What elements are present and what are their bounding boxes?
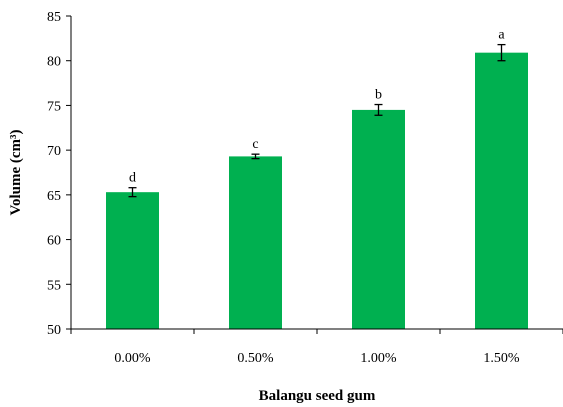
y-tick-label: 65 — [47, 189, 61, 204]
y-tick-label: 60 — [47, 234, 61, 249]
y-tick-label: 70 — [47, 144, 61, 159]
significance-letter: c — [252, 137, 258, 152]
x-tick-label: 1.50% — [483, 351, 520, 366]
y-tick-label: 75 — [47, 99, 61, 114]
bar — [106, 192, 159, 329]
y-axis-title: Volume (cm³) — [8, 129, 24, 215]
y-axis-ticks: 50 55 60 65 70 75 80 85 — [47, 10, 71, 338]
bar — [475, 52, 528, 330]
error-bars — [128, 43, 506, 198]
significance-letter: a — [498, 28, 505, 43]
y-tick-label: 55 — [47, 278, 61, 293]
error-bar — [374, 103, 383, 116]
x-axis-ticks: 0.00% 0.50% 1.00% 1.50% — [70, 329, 563, 366]
significance-letter: b — [375, 88, 382, 103]
bars — [106, 52, 528, 330]
x-tick-label: 1.00% — [360, 351, 397, 366]
y-tick-label: 85 — [47, 10, 61, 25]
error-bar — [497, 43, 506, 62]
error-bar — [128, 187, 137, 198]
significance-letter: d — [129, 171, 136, 186]
bar — [352, 109, 405, 330]
x-tick-label: 0.00% — [114, 351, 151, 366]
x-axis-title: Balangu seed gum — [259, 388, 376, 404]
y-tick-label: 80 — [47, 55, 61, 70]
bar — [229, 156, 282, 329]
significance-letters: d c b a — [129, 28, 505, 186]
error-bar — [251, 153, 260, 160]
y-tick-label: 50 — [47, 323, 61, 338]
x-tick-label: 0.50% — [237, 351, 274, 366]
